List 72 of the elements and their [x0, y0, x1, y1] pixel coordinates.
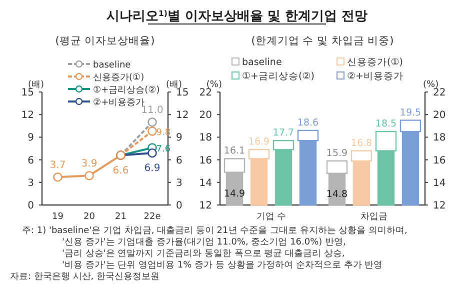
y2-tick-label: 12 [176, 110, 189, 122]
data-label: 6.6 [112, 165, 129, 176]
y-tick-label: 12 [199, 200, 212, 212]
x-tick-label: 차입금 [360, 212, 388, 222]
x-tick-label: 20 [84, 212, 96, 222]
legend-item: 신용증가(①) [68, 72, 144, 83]
text: 자료: 한국은행 시산, 한국신용정보원 [10, 272, 160, 282]
data-label: 11.0 [141, 105, 164, 116]
data-label: 15.9 [326, 148, 348, 159]
y2-tick-label: 3 [176, 178, 182, 189]
text: '비용 증가'는 단위 영업비용 1% 증가 등 상황을 가정하여 순차적으로 추가 반영 [62, 260, 383, 270]
y2-tick-label: 20 [433, 110, 446, 122]
y2-tick-label: 0 [176, 200, 182, 212]
text: 시나리오$^{1)}$별 이자보상배율 및 한계기업 전망 [106, 8, 368, 24]
legend-label: baseline [242, 57, 282, 68]
y2-tick-label: 14 [433, 178, 446, 189]
data-label: 18.5 [375, 118, 397, 130]
legend-label: baseline [93, 60, 132, 70]
y-tick-label: 14 [199, 178, 212, 189]
data-label: 14.8 [326, 189, 348, 200]
text: '금리 상승'은 연말까지 기준금리와 동일한 폭으로 평균 대출금리 상승, [62, 249, 345, 259]
y-tick-label: 12 [21, 110, 34, 122]
legend-item: 신용증가(①) [336, 57, 403, 68]
text: 주: 1) 'baseline'은 기업 차입금, 대출금리 등이 21년 수준을 그대로 유지하는 상황을 의미하며, [22, 226, 408, 236]
y-axis-title: (%) [206, 80, 222, 90]
data-label: 18.6 [297, 117, 319, 128]
legend-item: ②+비용증가 [336, 71, 404, 82]
legend-label: ①+금리상승(②) [93, 86, 160, 96]
y2-axis-title: (%) [423, 80, 439, 90]
y-tick-label: 16 [199, 155, 212, 166]
y-axis-title: (배) [28, 80, 44, 90]
legend-label: 신용증가(①) [347, 57, 403, 68]
x-tick-label: 19 [52, 212, 64, 222]
y2-tick-label: 9 [176, 132, 182, 144]
y-tick-label: 3 [28, 178, 34, 189]
data-label: 3.7 [50, 160, 66, 172]
data-label: 16.9 [248, 136, 270, 148]
y2-tick-label: 16 [433, 155, 446, 166]
y-tick-label: 18 [199, 132, 212, 144]
legend-item: baseline [232, 57, 282, 68]
y-tick-label: 6 [28, 155, 34, 166]
legend-item: ①+금리상승(②) [232, 71, 314, 82]
legend-label: ②+비용증가 [347, 71, 404, 82]
legend-label: ②+비용증가 [93, 98, 145, 108]
data-label: 6.9 [144, 163, 160, 174]
y-tick-label: 20 [199, 110, 212, 122]
legend-item: ②+비용증가 [68, 98, 145, 108]
y2-tick-label: 6 [176, 155, 182, 166]
data-label: 14.9 [224, 188, 246, 200]
x-tick-label: 22e [144, 212, 162, 222]
y-tick-label: 0 [28, 200, 34, 212]
legend-item: ①+금리상승(②) [68, 85, 160, 96]
data-label: 16.1 [224, 146, 246, 157]
y-tick-label: 9 [28, 132, 34, 144]
data-label: 19.5 [400, 107, 422, 118]
y2-tick-label: 12 [433, 200, 446, 212]
data-label: 16.8 [350, 138, 372, 149]
y2-tick-label: 18 [433, 132, 446, 144]
x-tick-label: 기업 수 [256, 212, 286, 222]
legend-item: baseline [68, 60, 131, 70]
x-tick-label: 21 [115, 212, 126, 222]
chart-title: (한계기업 수 및 차입금 비중) [251, 35, 394, 47]
y2-tick-label: 22 [433, 88, 446, 98]
legend-label: 신용증가(①) [93, 73, 144, 83]
chart-subtitle: (평균 이자보상배율) [55, 35, 155, 47]
text: '신용 증가'는 기업대출 증가율(대기업 11.0%, 중소기업 16.0%) 반영, [62, 238, 346, 248]
y-tick-label: 15 [21, 88, 34, 98]
y2-axis-title: (배) [166, 80, 182, 90]
y-tick-label: 22 [199, 88, 212, 98]
data-label: 17.7 [272, 128, 294, 139]
data-label: 3.9 [81, 158, 98, 170]
y2-tick-label: 15 [176, 88, 189, 98]
